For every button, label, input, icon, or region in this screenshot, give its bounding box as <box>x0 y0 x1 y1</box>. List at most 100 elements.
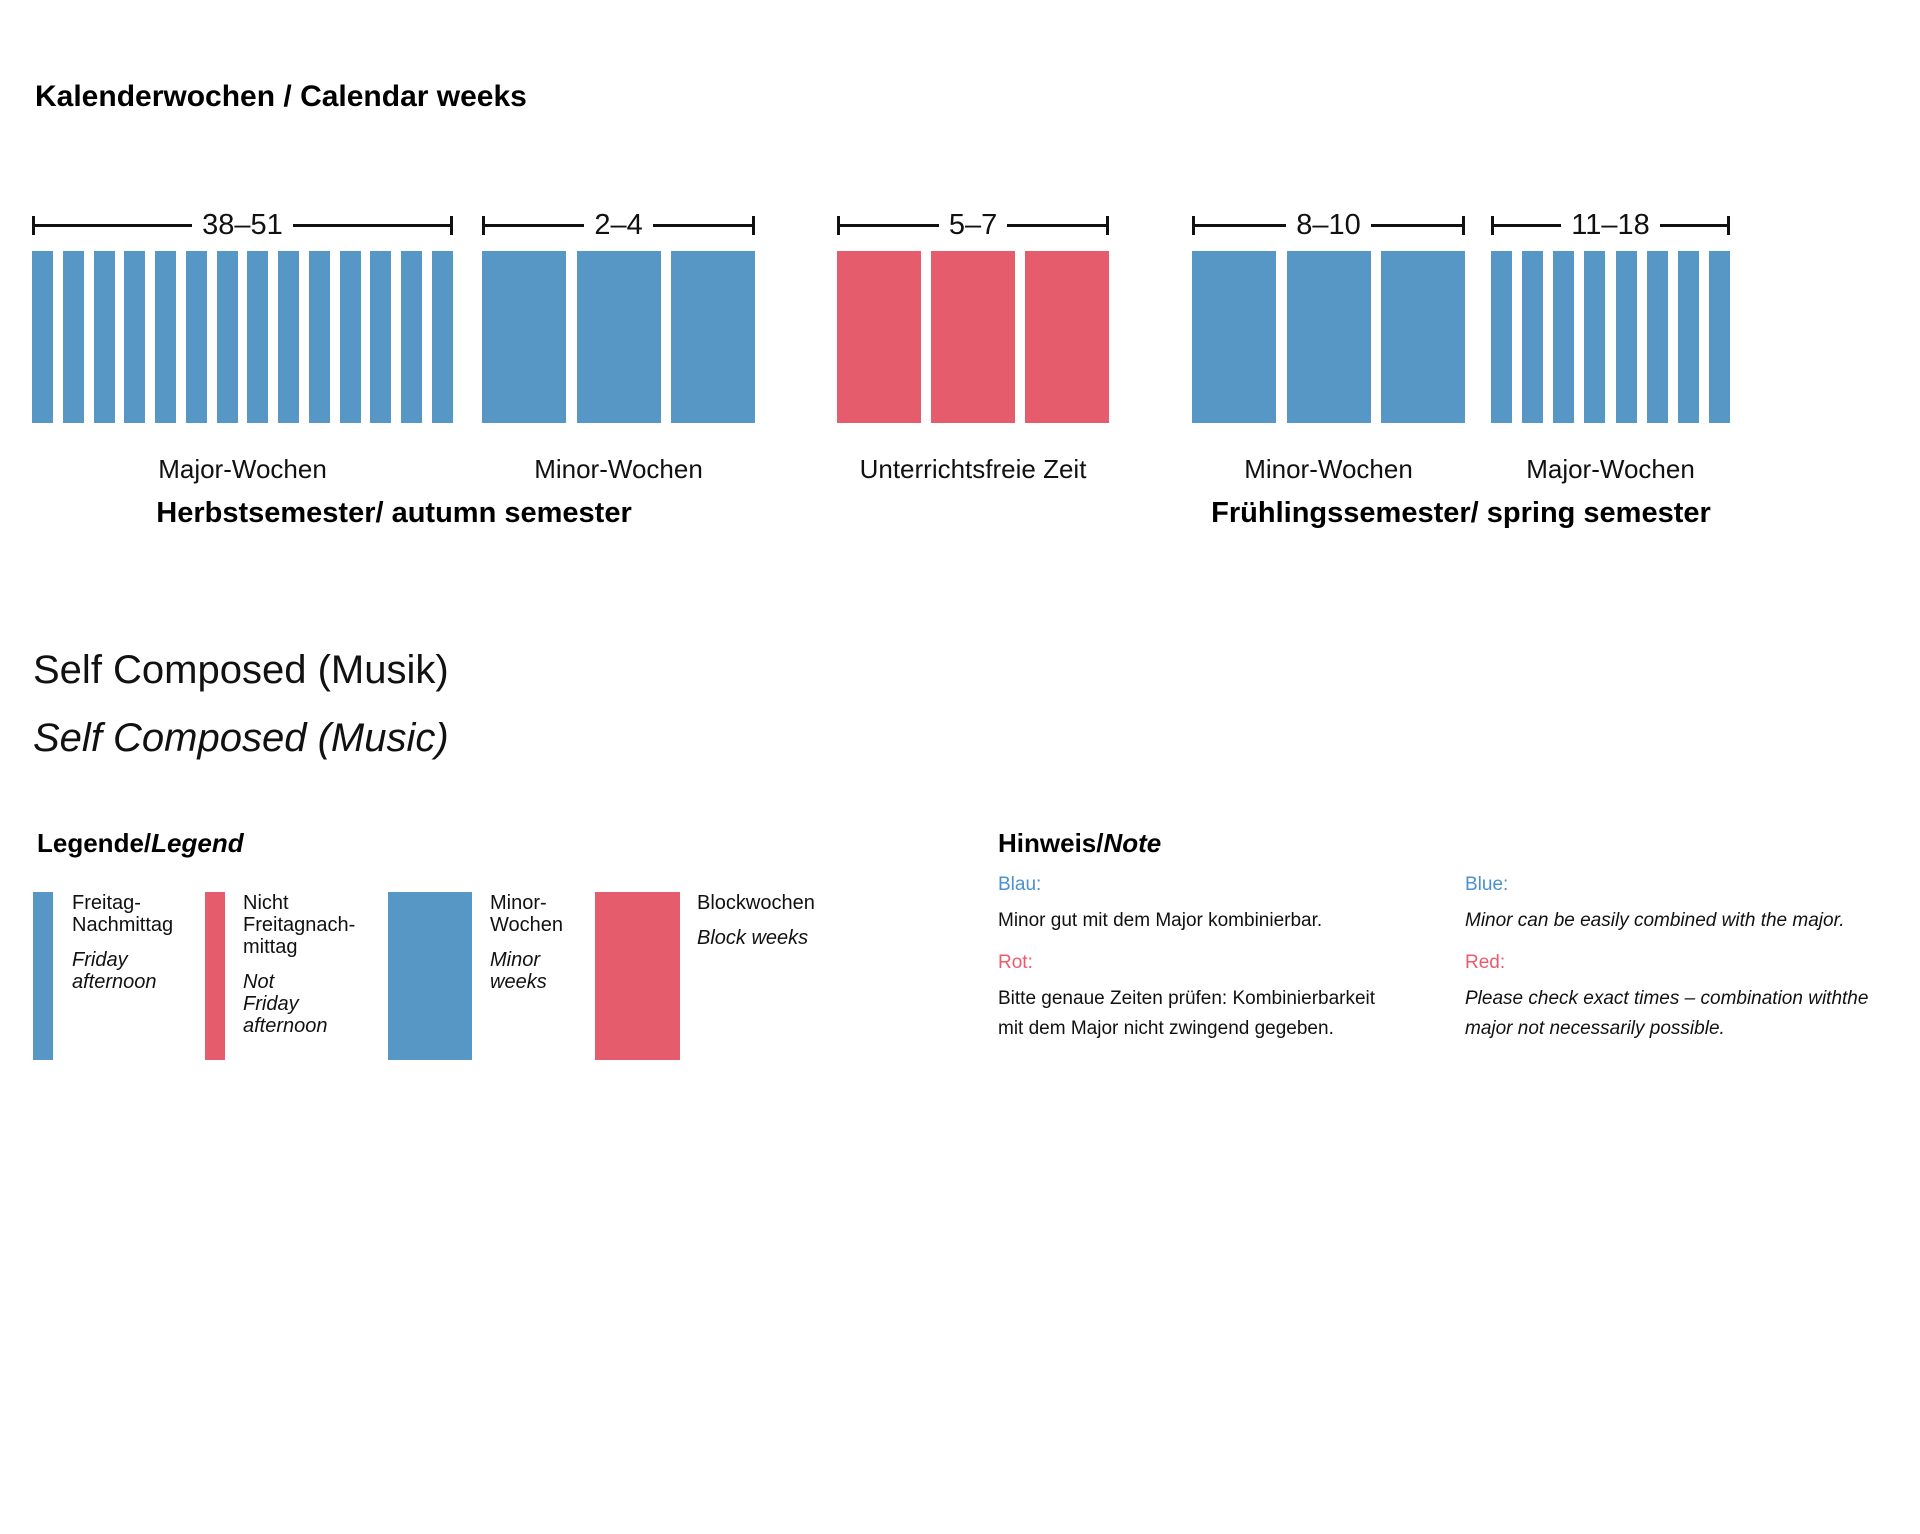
week-bar <box>931 251 1015 423</box>
week-range-bracket: 5–7 <box>837 208 1110 242</box>
week-bar <box>1192 251 1276 423</box>
bracket-line <box>840 223 939 227</box>
note-red-text-en: Please check exact times – combination w… <box>1465 988 1869 1039</box>
legend-heading-de: Legende/ <box>37 828 152 858</box>
week-bars <box>837 251 1109 423</box>
week-bar <box>1553 251 1575 423</box>
week-bar <box>216 251 238 423</box>
note-red-text-de: Bitte genaue Zeiten prüfen: Kombinierbar… <box>998 988 1376 1039</box>
week-bar <box>93 251 115 423</box>
legend-swatch-not-friday-afternoon <box>205 892 225 1060</box>
legend-item-not-friday-afternoon: Nicht Freitagnach- mittag Not Friday aft… <box>243 892 393 1037</box>
bracket-tick <box>1192 215 1195 235</box>
week-range-label: 11–18 <box>1571 208 1650 241</box>
bracket-line <box>652 223 753 227</box>
week-range-label: 5–7 <box>948 208 998 241</box>
bracket-line <box>1370 223 1463 227</box>
week-group-38-51: 38–51 Major-Wochen <box>32 208 453 485</box>
legend-item-text-en: Friday afternoon <box>72 949 157 993</box>
autumn-semester-title: Herbstsemester/ autumn semester <box>156 497 632 529</box>
week-bar <box>1584 251 1606 423</box>
week-bar <box>431 251 453 423</box>
week-group-8-10: 8–10 Minor-Wochen <box>1192 208 1466 485</box>
week-bar <box>1615 251 1637 423</box>
legend-item-friday-afternoon: Freitag- Nachmittag Friday afternoon <box>72 892 202 993</box>
legend-item-minor-weeks: Minor- Wochen Minor weeks <box>490 892 620 993</box>
week-bar <box>62 251 84 423</box>
week-bar <box>1491 251 1512 423</box>
notes-heading-de: Hinweis/ <box>998 828 1104 858</box>
legend-item-text-de: Minor- Wochen <box>490 892 564 936</box>
bracket-line <box>292 223 450 227</box>
week-range-label: 2–4 <box>594 208 643 241</box>
legend-swatch-friday-afternoon <box>33 892 53 1060</box>
legend-item-text-en: Minor weeks <box>490 949 547 993</box>
note-blue-label-en: Blue: <box>1465 874 1509 895</box>
bracket-tick <box>1462 215 1466 235</box>
bracket-line <box>1195 223 1287 227</box>
notes-heading-en: Note <box>1103 828 1162 858</box>
week-bar <box>247 251 269 423</box>
week-bars <box>1192 251 1465 423</box>
week-group-11-18: 11–18 Major-Wochen <box>1491 208 1730 485</box>
week-bar <box>671 251 755 423</box>
bracket-line <box>1494 223 1562 227</box>
note-blue-text-en: Minor can be easily combined with the ma… <box>1465 910 1845 931</box>
legend-heading-en: Legend <box>151 828 244 858</box>
legend-heading: Legende/Legend <box>37 828 244 859</box>
bracket-tick <box>1491 215 1494 235</box>
program-title-english: Self Composed (Music) <box>33 716 449 760</box>
bracket-tick <box>1727 215 1730 235</box>
week-group-label: Unterrichtsfreie Zeit <box>859 454 1087 484</box>
week-bar <box>155 251 177 423</box>
legend-item-text-de: Freitag- Nachmittag <box>72 892 174 936</box>
legend-item-text-de: Nicht Freitagnach- mittag <box>243 892 356 958</box>
legend-swatch-minor-weeks <box>388 892 472 1060</box>
week-bar <box>32 251 53 423</box>
week-bars <box>32 251 453 423</box>
week-bar <box>1708 251 1730 423</box>
week-bar <box>339 251 361 423</box>
week-bar <box>1522 251 1544 423</box>
week-bar <box>1025 251 1109 423</box>
week-group-2-4: 2–4 Minor-Wochen <box>482 208 756 485</box>
note-red-label-en: Red: <box>1465 952 1506 973</box>
bracket-tick <box>482 215 485 235</box>
bracket-tick <box>1106 215 1110 235</box>
spring-semester-title: Frühlingssemester/ spring semester <box>1211 497 1711 529</box>
week-bar <box>1677 251 1699 423</box>
week-range-bracket: 11–18 <box>1491 208 1730 242</box>
program-title-german: Self Composed (Musik) <box>33 648 449 692</box>
week-bar <box>278 251 300 423</box>
legend-item-block-weeks: Blockwochen Block weeks <box>697 892 867 949</box>
legend-item-text-en: Not Friday afternoon <box>243 971 328 1037</box>
week-group-label: Minor-Wochen <box>1244 454 1413 484</box>
week-bar <box>482 251 566 423</box>
week-bar <box>1286 251 1371 423</box>
week-range-label: 8–10 <box>1296 208 1361 241</box>
notes-heading: Hinweis/Note <box>998 828 1161 859</box>
notes-column-english: Blue: Minor can be easily combined with … <box>1465 872 1897 1058</box>
legend-item-text-en: Block weeks <box>697 927 809 949</box>
page-title: Kalenderwochen / Calendar weeks <box>35 80 527 113</box>
week-bars <box>1491 251 1730 423</box>
week-bar <box>1646 251 1668 423</box>
legend-swatch-block-weeks <box>595 892 680 1060</box>
week-group-label: Minor-Wochen <box>534 454 703 484</box>
bracket-line <box>485 223 585 227</box>
week-bar <box>576 251 661 423</box>
week-bar <box>401 251 423 423</box>
week-bar <box>308 251 330 423</box>
week-group-5-7: 5–7 Unterrichtsfreie Zeit <box>837 208 1110 485</box>
notes-column-german: Blau: Minor gut mit dem Major kombinierb… <box>998 872 1403 1058</box>
week-range-bracket: 8–10 <box>1192 208 1466 242</box>
bracket-tick <box>450 215 453 235</box>
bracket-line <box>35 223 193 227</box>
bracket-line <box>1659 223 1727 227</box>
week-group-label: Major-Wochen <box>1526 454 1695 484</box>
note-blue-label-de: Blau: <box>998 874 1042 895</box>
week-group-label: Major-Wochen <box>158 454 327 484</box>
week-range-bracket: 2–4 <box>482 208 756 242</box>
week-bar <box>370 251 392 423</box>
